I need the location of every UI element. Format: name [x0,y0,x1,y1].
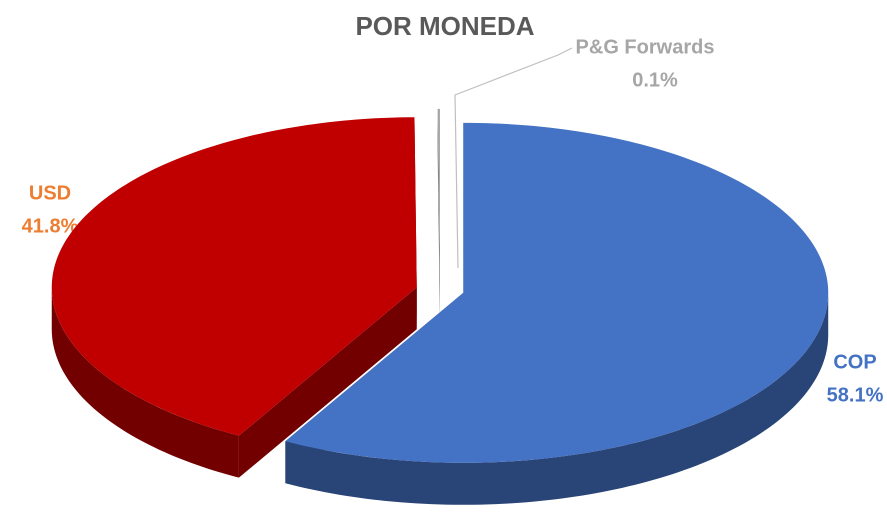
slice-wall [437,108,440,321]
value-label: 58.1% [827,384,884,406]
value-label: 0.1% [632,69,678,91]
category-label: COP [833,351,876,373]
slice-wall [238,287,417,478]
pie [51,108,829,505]
slice [51,117,417,436]
slice-side [51,287,239,478]
slice [285,122,829,463]
category-label: USD [29,182,71,204]
slice [437,108,440,279]
slice-side [285,292,829,505]
leader-line [454,47,573,269]
chart-title: POR MONEDA [355,11,534,41]
category-label: P&G Forwards [576,36,715,58]
value-label: 41.8% [22,215,79,237]
